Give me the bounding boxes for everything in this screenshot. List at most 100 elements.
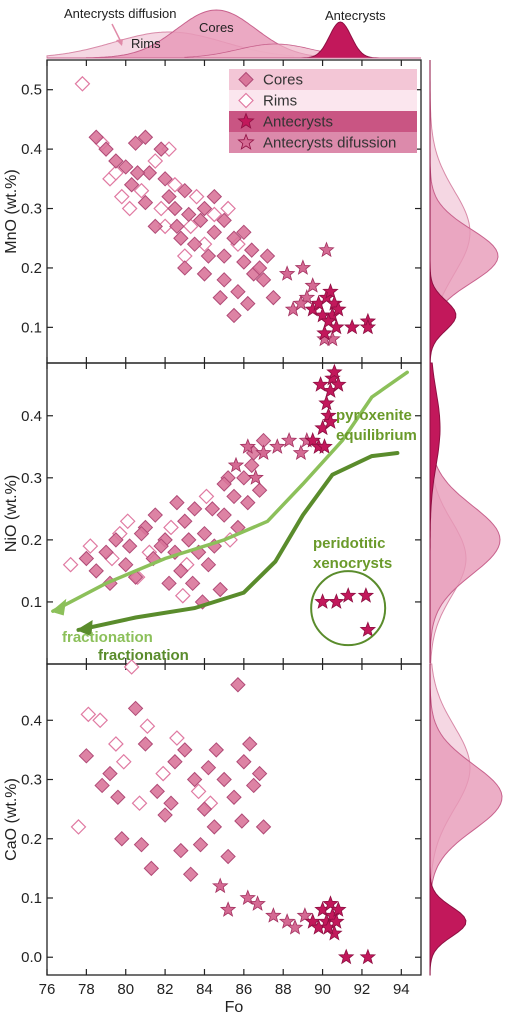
cores-point [123, 177, 140, 193]
rims-point [167, 176, 183, 193]
rims-point [198, 488, 215, 505]
cores-point [177, 182, 193, 199]
rims-point [92, 712, 108, 729]
rims-point [147, 153, 164, 169]
rims-point [133, 182, 150, 199]
x-axis-title: Fo [225, 999, 244, 1016]
rims-point [220, 200, 236, 217]
cores-point [259, 248, 276, 264]
cores-point [145, 550, 162, 567]
antecryst-point [322, 413, 339, 429]
antecryst-point [322, 283, 339, 299]
cores-point [137, 736, 154, 752]
antecryst-diffusion-point [219, 901, 237, 917]
cores-point [240, 494, 256, 511]
legend-row-bg [229, 69, 417, 90]
xenocryst-point [314, 593, 331, 609]
legend-marker-star [237, 112, 255, 129]
rims-point [113, 188, 130, 205]
cores-point [230, 283, 246, 300]
cores-point [192, 836, 209, 853]
rims-point [206, 206, 223, 223]
y-tick-label: 0.2 [21, 831, 42, 848]
cores-point [177, 742, 193, 758]
cores-point [236, 224, 252, 241]
cores-point [149, 783, 165, 800]
cores-point [127, 700, 144, 717]
cores-point [242, 736, 258, 752]
rims-point [174, 587, 191, 604]
legend-label: Rims [263, 93, 297, 110]
antecryst-diffusion-point [239, 889, 256, 906]
cores-point [121, 538, 138, 554]
x-tick-label: 82 [157, 981, 174, 998]
cores-point [196, 801, 213, 817]
cores-point [255, 272, 272, 288]
y-axis-title: NiO (wt.%) [3, 475, 20, 552]
right-density-antecrysts-nio [429, 362, 441, 664]
annotation-text: fractionation [62, 629, 153, 646]
cores-point [94, 777, 110, 794]
xenocryst-point [359, 621, 377, 637]
cores-point [137, 129, 154, 145]
scatter-panels: 0.1 0.2 0.3 0.4 0.5 MnO (wt.%) 0.1 0.2 0.3 0.4 NiO… [3, 59, 422, 976]
rims-point [169, 730, 185, 746]
annotation-text: fractionation [98, 647, 189, 664]
y-tick-label: 0.5 [21, 82, 42, 99]
legend-row-bg [229, 90, 417, 111]
arrowhead-light [50, 598, 67, 616]
rims-point [82, 538, 99, 554]
antecryst-point [359, 318, 377, 335]
y-tick-label: 0.3 [21, 772, 42, 789]
cores-point [169, 218, 185, 235]
panel-frame [46, 663, 422, 976]
cores-point [212, 289, 228, 306]
cores-point [127, 135, 144, 151]
legend-row-bg [229, 132, 417, 153]
antecryst-diffusion-point [265, 907, 282, 923]
cores-point [173, 230, 189, 246]
antecryst-point [330, 300, 347, 317]
cores-point [186, 236, 203, 252]
antecryst-diffusion-point [292, 444, 310, 461]
cores-point [206, 188, 223, 205]
cores-point [226, 789, 242, 805]
cores-point [216, 272, 232, 288]
cores-point [137, 194, 154, 211]
y-axis-title: MnO (wt.%) [3, 169, 20, 253]
cores-point [216, 212, 232, 229]
antecryst-point [316, 324, 333, 341]
antecryst-diffusion-point [255, 444, 272, 461]
legend-label: Antecrysts difussion [263, 135, 396, 152]
right-density-antecrysts-mno [429, 60, 457, 364]
y-tick-label: 0.4 [21, 141, 42, 158]
cores-point [147, 218, 163, 235]
cores-point [226, 307, 242, 324]
antecryst-diffusion-point [318, 241, 335, 258]
right-density-plots [429, 60, 503, 976]
rims-point [70, 819, 87, 835]
antecryst-point [328, 318, 345, 335]
cores-point [78, 748, 95, 764]
cores-point [118, 159, 134, 175]
cores-point [143, 860, 160, 877]
annotation-text: peridotitic [313, 535, 386, 552]
annotations: pyroxenite equilibrium peridotitic xenocrys… [62, 407, 417, 664]
panel-mno: 0.1 0.2 0.3 0.4 0.5 MnO (wt.%) [3, 59, 422, 364]
cores-point [110, 789, 126, 805]
cores-point [114, 831, 130, 847]
xenocrysts-circle [310, 570, 387, 647]
antecryst-diffusion-point [292, 294, 310, 311]
cores-point [236, 254, 252, 270]
cores-point [167, 200, 183, 217]
cores-point [240, 295, 256, 312]
cores-point [181, 206, 197, 223]
cores-point [196, 266, 213, 282]
cores-point [127, 569, 144, 585]
cores-point [108, 153, 124, 169]
cores-point [153, 141, 169, 157]
cores-point [133, 525, 150, 542]
cores-point [182, 866, 199, 883]
cores-point [129, 165, 146, 181]
